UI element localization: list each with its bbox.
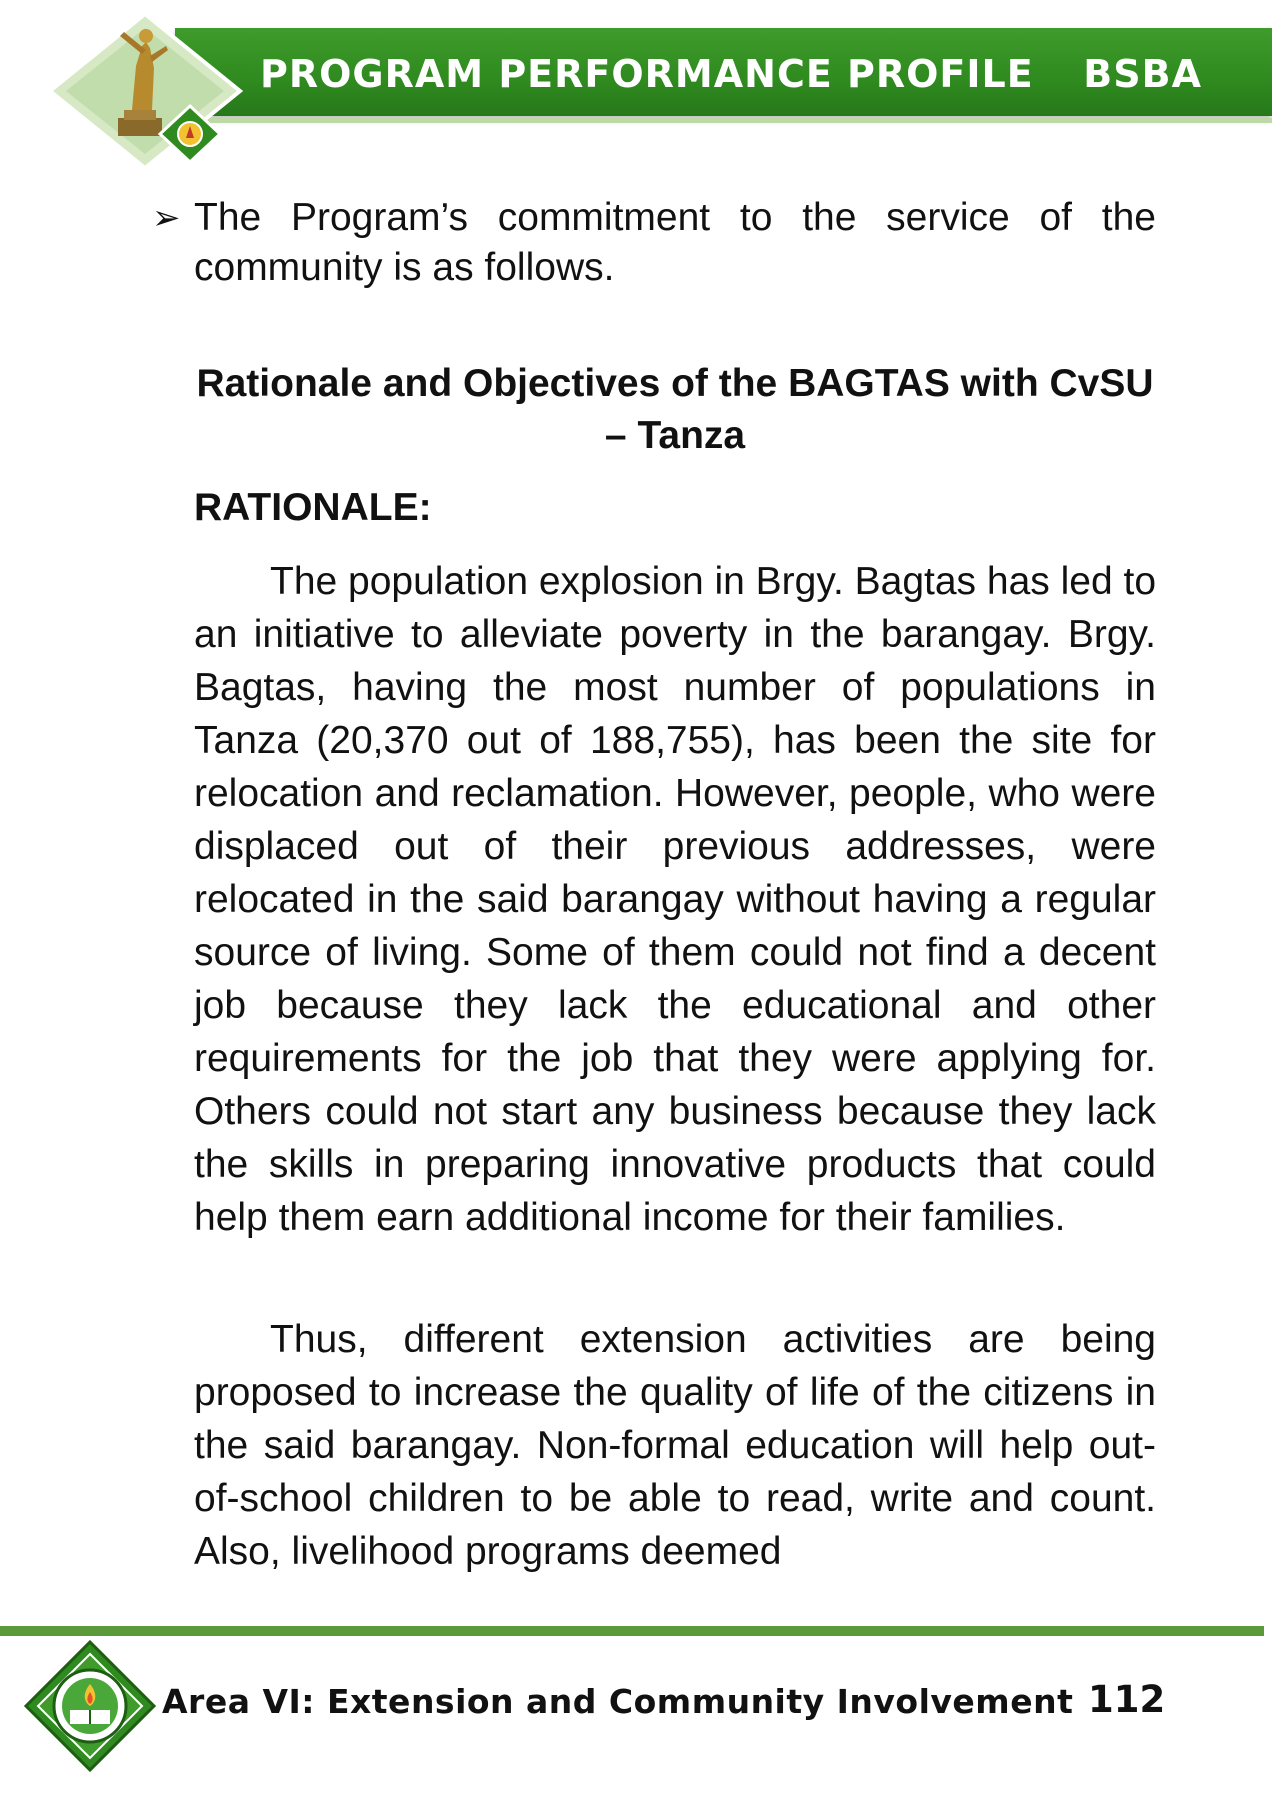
program-code: BSBA — [1083, 52, 1202, 96]
page-header-title: PROGRAM PERFORMANCE PROFILE — [260, 52, 1034, 96]
arrow-bullet-icon: ➢ — [152, 199, 181, 237]
rationale-heading: RATIONALE: — [194, 486, 432, 529]
paragraph: The population explosion in Brgy. Bagtas… — [194, 560, 1157, 1239]
bullet-text: The Program’s commitment to the service … — [194, 196, 1156, 289]
page-number: 112 — [1088, 1678, 1166, 1721]
bullet-item: ➢ The Program’s commitment to the servic… — [152, 193, 1156, 293]
university-seal-logo — [23, 1639, 157, 1773]
footer-area-label: Area VI: Extension and Community Involve… — [162, 1682, 1074, 1721]
university-monument-logo — [46, 11, 244, 171]
section-title: Rationale and Objectives of the BAGTAS w… — [196, 362, 1154, 457]
paragraph: Thus, different extension activities are… — [194, 1318, 1156, 1573]
header-band — [175, 28, 1272, 116]
header-underline — [175, 118, 1272, 123]
footer-rule — [0, 1626, 1264, 1636]
